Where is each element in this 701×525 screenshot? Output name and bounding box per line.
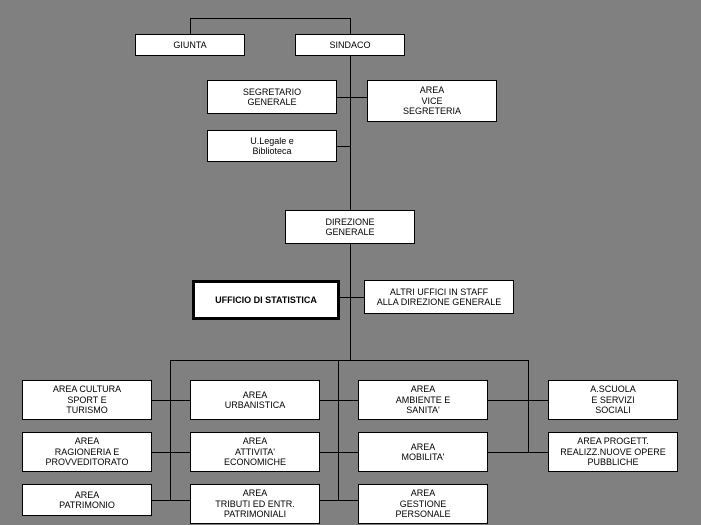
line-col3-drop xyxy=(528,360,529,452)
line-main-hbar xyxy=(170,360,528,361)
node-attivita: AREA ATTIVITA' ECONOMICHE xyxy=(190,432,320,472)
node-urbanistica: AREA URBANISTICA xyxy=(190,380,320,420)
node-vice: AREA VICE SEGRETERIA xyxy=(367,80,497,122)
line-stat-spine xyxy=(340,297,350,298)
line-r2-c3r xyxy=(528,452,548,453)
node-ragioneria: AREA RAGIONERIA E PROVVEDITORATO xyxy=(22,432,152,472)
line-seg-spine xyxy=(337,97,350,98)
line-r3-c2l xyxy=(320,500,338,501)
line-r1-c1l xyxy=(152,400,170,401)
line-dir-down xyxy=(350,244,351,360)
line-altri-spine xyxy=(350,297,364,298)
node-altri: ALTRI UFFICI IN STAFF ALLA DIREZIONE GEN… xyxy=(364,280,514,314)
org-chart-canvas: GIUNTA SINDACO SEGRETARIO GENERALE AREA … xyxy=(0,0,701,525)
line-top-bar xyxy=(190,18,350,19)
node-patrimonio: AREA PATRIMONIO xyxy=(22,484,152,516)
line-r2-c3l xyxy=(488,452,528,453)
line-r1-c3r xyxy=(528,400,548,401)
node-ambiente: AREA AMBIENTE E SANITA' xyxy=(358,380,488,420)
line-r1-c2l xyxy=(320,400,338,401)
node-giunta: GIUNTA xyxy=(135,34,245,56)
node-sindaco: SINDACO xyxy=(295,34,405,56)
line-giunta-drop xyxy=(190,18,191,34)
node-direzione: DIREZIONE GENERALE xyxy=(285,210,415,244)
line-r3-c1l xyxy=(152,500,170,501)
line-r1-c1r xyxy=(170,400,190,401)
line-r2-c2l xyxy=(320,452,338,453)
node-scuola: A.SCUOLA E SERVIZI SOCIALI xyxy=(548,380,678,420)
line-r1-c2r xyxy=(338,400,358,401)
node-legale: U.Legale e Biblioteca xyxy=(207,130,337,162)
line-r1-c3l xyxy=(488,400,528,401)
node-cultura: AREA CULTURA SPORT E TURISMO xyxy=(22,380,152,420)
line-vice-spine xyxy=(350,97,367,98)
node-segretario: SEGRETARIO GENERALE xyxy=(207,80,337,114)
line-r2-c1r xyxy=(170,452,190,453)
line-sindaco-down xyxy=(350,56,351,210)
node-tributi: AREA TRIBUTI ED ENTR. PATRIMONIALI xyxy=(190,484,320,524)
node-progett: AREA PROGETT. REALIZZ.NUOVE OPERE PUBBLI… xyxy=(548,432,678,472)
line-sindaco-drop xyxy=(350,18,351,34)
line-r2-c1l xyxy=(152,452,170,453)
node-mobilita: AREA MOBILITA' xyxy=(358,432,488,472)
node-statistica: UFFICIO DI STATISTICA xyxy=(192,280,340,320)
line-r3-c1r xyxy=(170,500,190,501)
node-gestione: AREA GESTIONE PERSONALE xyxy=(358,484,488,524)
line-r3-c2r xyxy=(338,500,358,501)
line-r2-c2r xyxy=(338,452,358,453)
line-col2-drop xyxy=(338,360,339,500)
line-leg-spine xyxy=(337,146,350,147)
line-col1-drop xyxy=(170,360,171,500)
